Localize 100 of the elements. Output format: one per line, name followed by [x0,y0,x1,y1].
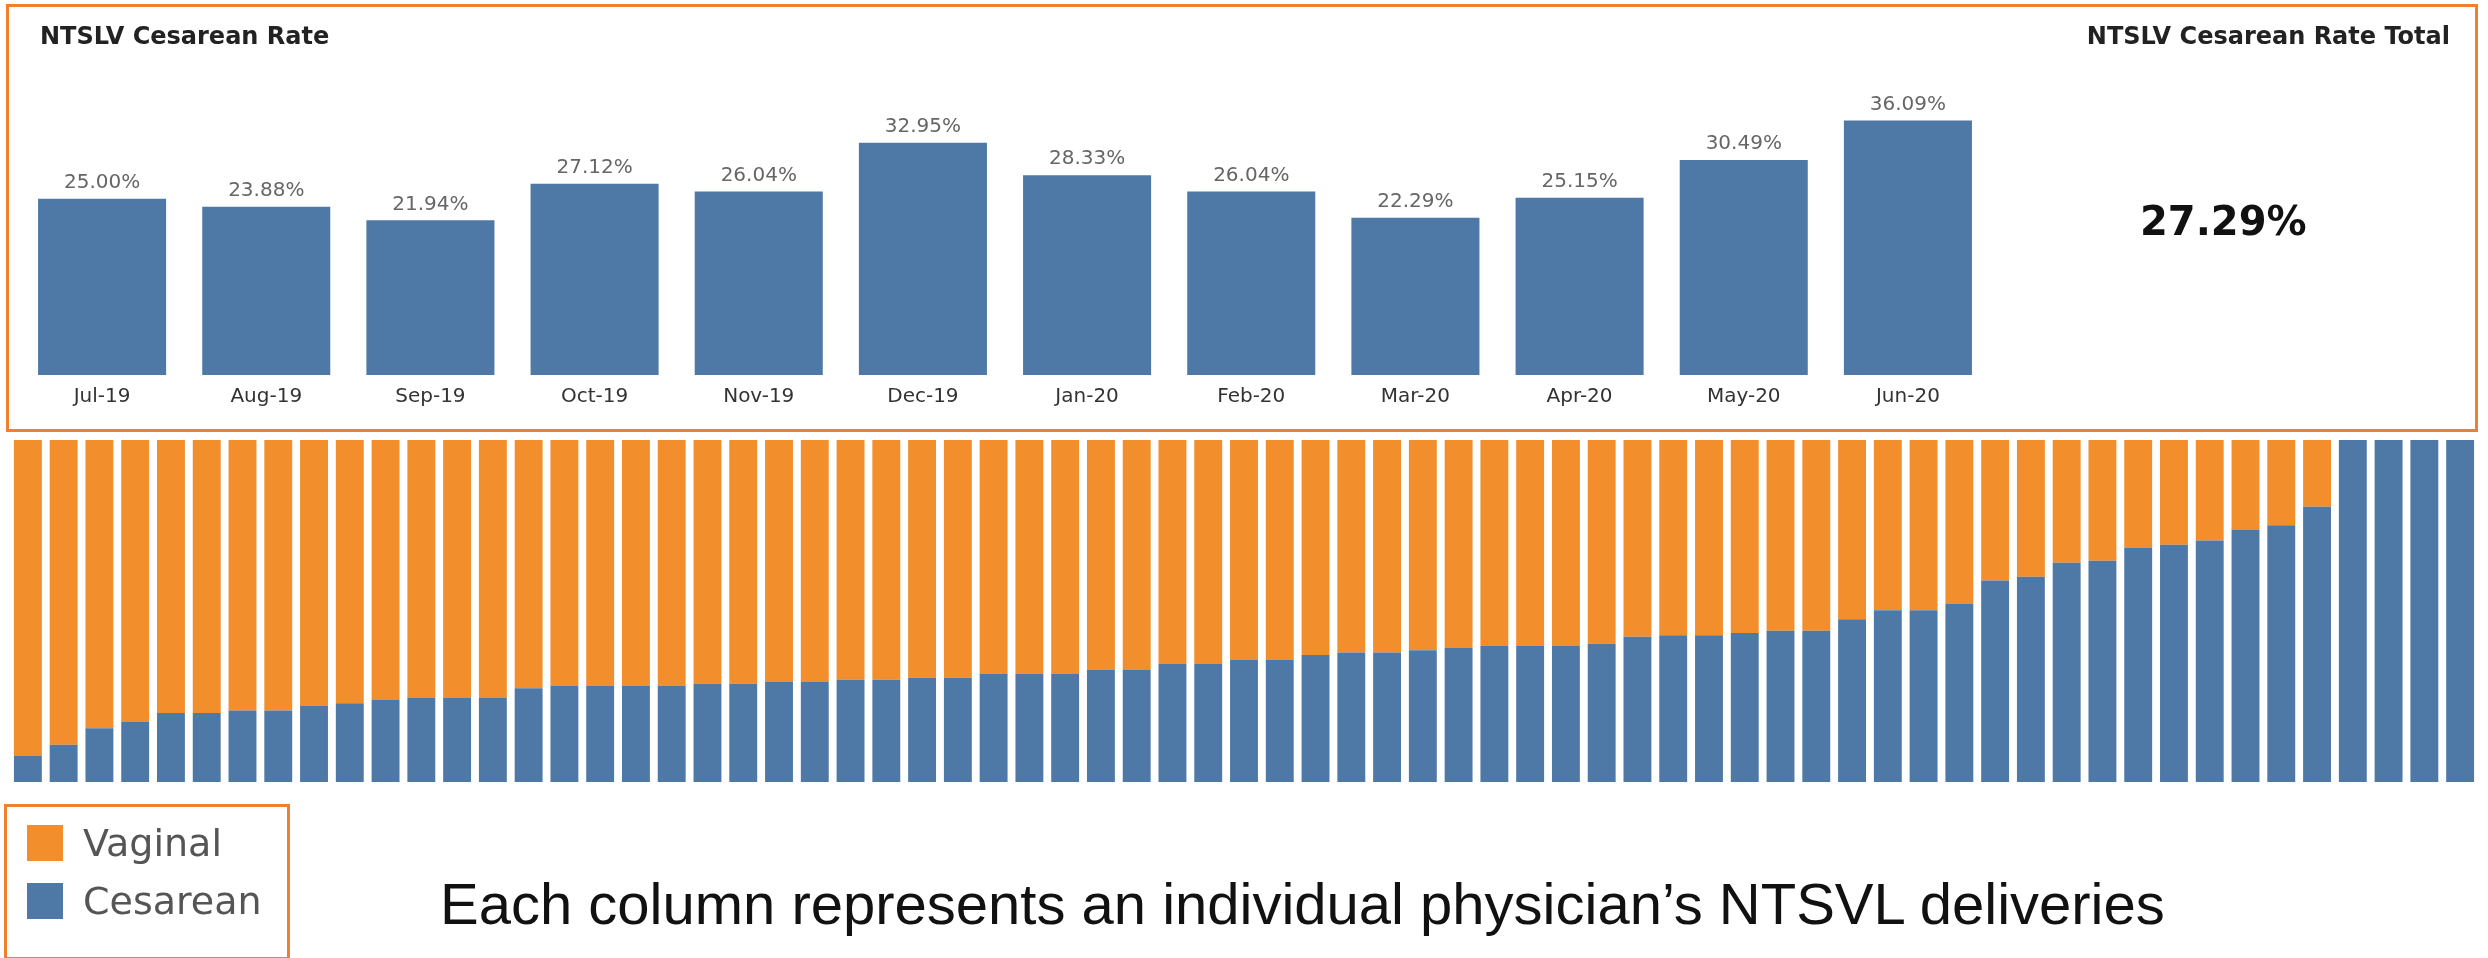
bar [765,681,793,782]
bar [872,440,901,680]
bar [371,699,400,782]
bar [1909,610,1938,782]
bar [2446,440,2475,782]
x-tick-label: Jan-20 [1053,383,1119,408]
bar [1659,635,1688,782]
bar [264,440,293,711]
bar [657,440,686,686]
bar [908,677,937,782]
bar [1945,603,1974,782]
text: Each column represents an individual physician’s NTSVL deliveries [440,870,2165,937]
bar [1122,669,1151,782]
bar [858,142,987,375]
bar [2195,540,2224,782]
bar [1659,440,1688,636]
x-tick-label: Oct-19 [560,383,629,408]
bar [514,688,543,782]
bar [979,673,1008,782]
bar [2052,440,2081,563]
bar [1766,440,1795,631]
bar [49,744,78,782]
bar [2338,440,2367,782]
bar [979,440,1008,674]
x-tick-label: Apr-20 [1546,383,1613,408]
bar [1766,630,1795,782]
bar [121,721,150,782]
bar [1301,655,1330,782]
bar [2231,529,2260,782]
data-label: 22.29% [1377,188,1454,213]
bar [908,440,937,678]
bar [264,710,293,782]
bar [2267,440,2296,526]
bar [1623,636,1652,782]
data-label: 26.04% [720,161,797,186]
bar [1015,673,1044,782]
bar [530,183,659,375]
bar [2303,506,2331,782]
bar [335,440,364,704]
x-tick-label: Dec-19 [887,383,959,408]
bar [1051,440,1080,674]
bar [202,206,331,375]
bar [1551,645,1580,782]
bar [228,440,257,711]
bar [1230,659,1258,782]
bar [335,703,364,782]
bar [2160,440,2188,545]
data-label: 23.88% [228,176,305,201]
bar [2088,560,2117,782]
bar [1373,440,1402,653]
x-tick-label: Feb-20 [1217,383,1286,408]
bar [49,440,78,745]
bar [1695,635,1723,782]
data-label: 32.95% [884,112,962,137]
bar [1373,652,1402,782]
bar [836,440,865,680]
bar [1843,120,1972,375]
bar [1337,440,1366,653]
bar [157,440,185,713]
bar [192,712,221,782]
bar [765,440,793,682]
bar [586,440,615,686]
bar [366,220,495,375]
data-label: 36.09% [1869,90,1947,115]
chart-title: NTSLV Cesarean Rate [40,22,330,50]
bar [478,440,507,698]
data-label: 30.49% [1705,130,1782,155]
bar [443,697,472,782]
bar [2160,544,2188,782]
bar [836,679,865,782]
bar [157,712,185,782]
bar [121,440,150,722]
bar [1408,650,1437,782]
bar [872,679,901,782]
bar [1516,440,1545,646]
bar [1802,630,1831,782]
bar [443,440,472,698]
bar [38,198,167,375]
bar [693,440,722,684]
bar [1695,440,1723,636]
bar [514,440,543,689]
bar [1623,440,1652,637]
bar [1873,440,1902,611]
bar [621,440,650,686]
bar [1337,652,1366,782]
bar [1408,440,1437,651]
bar [85,728,114,782]
bar [1015,440,1044,674]
bar [1158,440,1187,665]
bar [13,440,42,756]
bar [1480,440,1509,646]
bar [1981,440,2010,581]
x-tick-label: Aug-19 [230,383,303,408]
bar [1587,643,1616,782]
bar [2303,440,2331,507]
bar [407,697,436,782]
bar [943,677,972,782]
x-tick-label: Sep-19 [395,383,466,408]
bar [1515,197,1644,375]
x-tick-label: Jun-20 [1873,383,1940,408]
